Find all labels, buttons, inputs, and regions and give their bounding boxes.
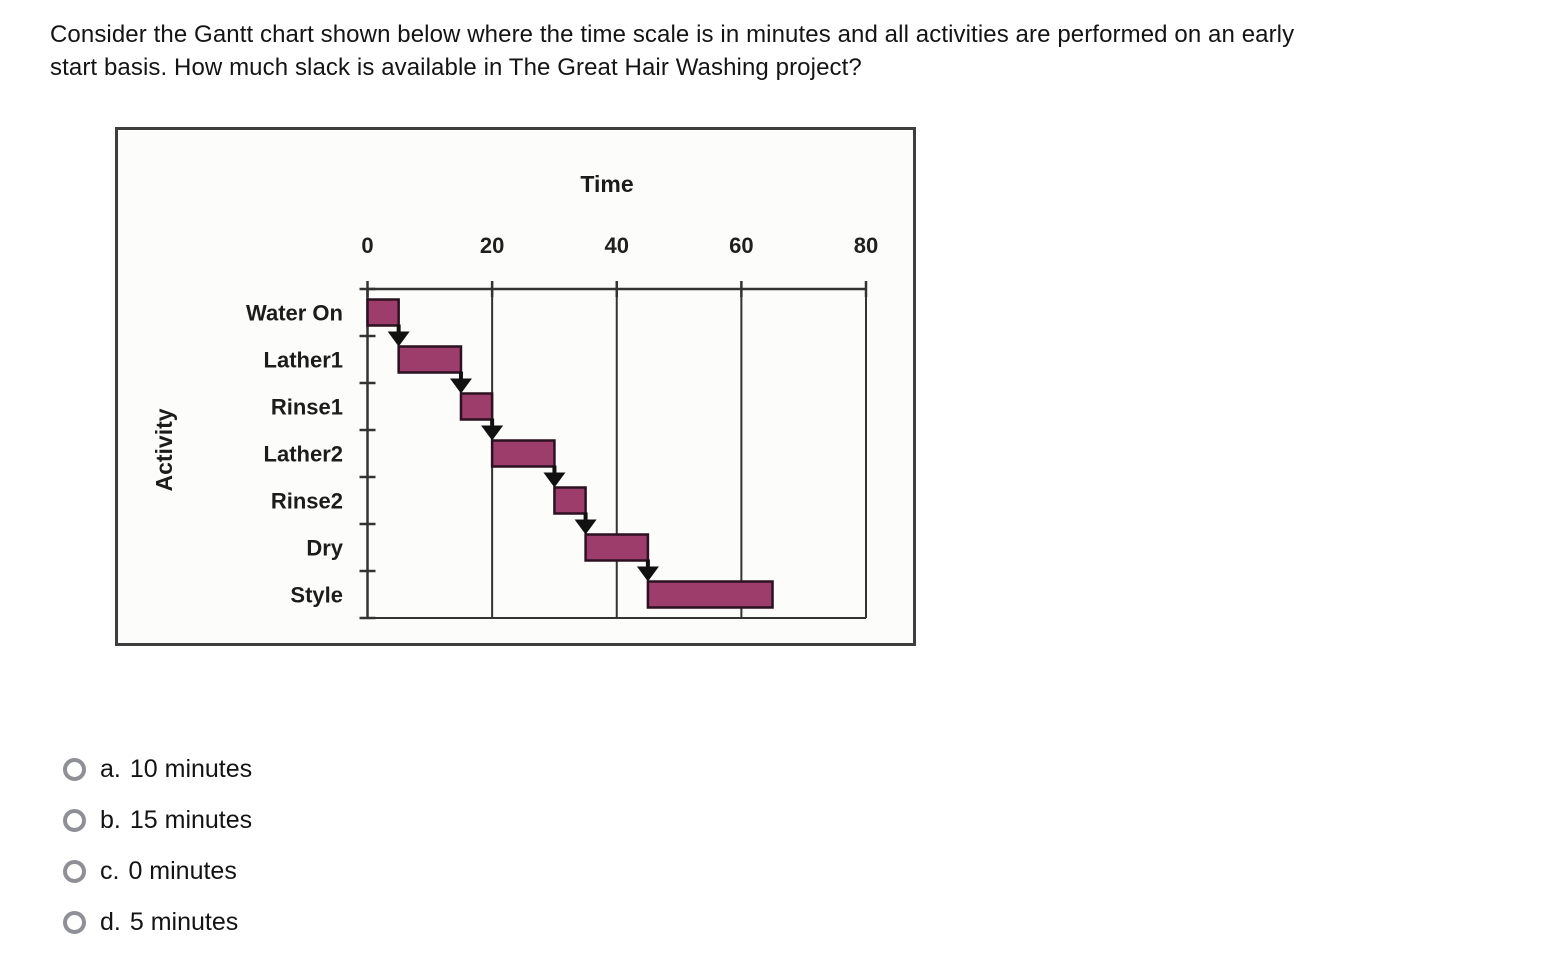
option-label: 10 minutes	[129, 755, 253, 783]
x-tick-label: 0	[361, 233, 373, 258]
x-tick-label: 80	[854, 233, 878, 258]
question-text: Consider the Gantt chart shown below whe…	[50, 18, 1530, 84]
activity-label-dry: Dry	[306, 536, 343, 561]
question-line-1: Consider the Gantt chart shown below whe…	[50, 21, 1295, 48]
dependency-arrow-head	[636, 566, 659, 582]
option-letter: a.	[100, 755, 121, 783]
gantt-bar-lather2	[490, 439, 556, 468]
x-axis-title: Time	[580, 171, 633, 197]
gantt-bar-rinse2	[553, 486, 587, 515]
option-label: 5 minutes	[129, 908, 239, 936]
dependency-arrow-head	[481, 425, 504, 441]
radio-button-c[interactable]	[63, 860, 86, 883]
activity-label-lather2: Lather2	[264, 442, 343, 467]
activity-label-lather1: Lather1	[264, 348, 343, 373]
option-letter: d.	[100, 908, 121, 936]
answer-option-a[interactable]: a. 10 minutes	[63, 744, 252, 795]
option-label: 15 minutes	[129, 806, 253, 834]
option-letter: b.	[100, 806, 121, 834]
x-tick-label: 40	[605, 233, 629, 258]
gantt-chart: 0 20 40 60 80 Time Activity Water On Lather1 Rins…	[151, 171, 878, 620]
gantt-chart-image: 0 20 40 60 80 Time Activity Water On Lather1 Rins…	[115, 127, 916, 646]
x-tick-label: 20	[480, 233, 504, 258]
question-line-2: start basis. How much slack is available…	[50, 54, 862, 81]
radio-button-b[interactable]	[63, 809, 86, 832]
activity-label-style: Style	[290, 583, 343, 608]
answer-option-d[interactable]: d. 5 minutes	[63, 897, 252, 948]
answer-options: a. 10 minutes b. 15 minutes c. 0 minutes…	[63, 744, 252, 948]
radio-button-d[interactable]	[63, 911, 86, 934]
dependency-arrow-head	[543, 472, 566, 488]
gantt-bar-style	[646, 580, 774, 609]
dependency-arrow-head	[449, 378, 472, 394]
radio-button-a[interactable]	[63, 758, 86, 781]
dependency-arrow-head	[387, 331, 410, 347]
option-label: 0 minutes	[128, 857, 237, 885]
y-axis-title: Activity	[151, 408, 177, 491]
x-tick-label: 60	[729, 233, 753, 258]
activity-label-rinse2: Rinse2	[271, 489, 343, 514]
gantt-bar-water-on	[366, 298, 400, 327]
answer-option-c[interactable]: c. 0 minutes	[63, 846, 252, 897]
activity-label-rinse1: Rinse1	[271, 395, 343, 420]
option-letter: c.	[100, 857, 120, 885]
dependency-arrow-head	[574, 519, 597, 535]
gantt-bar-rinse1	[459, 392, 494, 421]
answer-option-b[interactable]: b. 15 minutes	[63, 795, 252, 846]
activity-label-water-on: Water On	[246, 301, 343, 326]
gantt-bar-dry	[584, 533, 650, 562]
gantt-bar-lather1	[397, 345, 463, 374]
